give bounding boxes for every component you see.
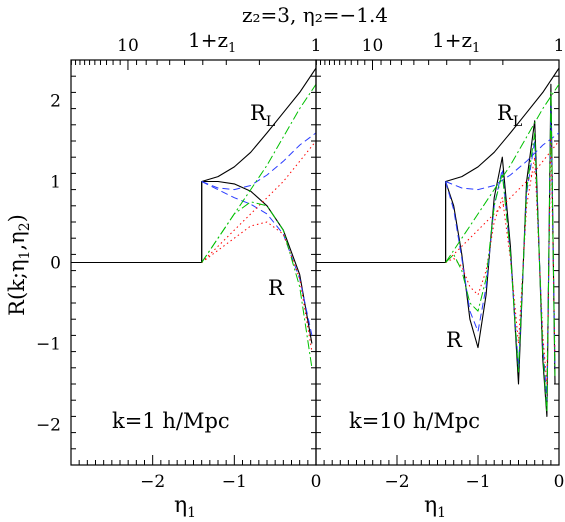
y-axis-label-mid: ,η bbox=[5, 231, 29, 250]
panel-annotation-right: k=10 h/Mpc bbox=[349, 409, 480, 433]
x-tick-label-right: −2 bbox=[384, 472, 409, 492]
series-solid-RL-right bbox=[316, 67, 559, 264]
curve-label-R-right: R bbox=[446, 328, 463, 352]
series-group-right bbox=[316, 67, 559, 417]
series-solid-RL-left bbox=[71, 67, 316, 264]
y-axis-label-sub2: 2 bbox=[17, 222, 33, 231]
x-axis-label-right-main: η bbox=[424, 493, 437, 518]
curve-label-RL-sub: L bbox=[513, 114, 522, 130]
series-solid-R-right bbox=[316, 83, 556, 417]
top-axis-label-right-main: 1+z bbox=[432, 28, 472, 52]
series-dotted-R-right bbox=[445, 132, 556, 385]
curve-label-RL-right: RL bbox=[497, 101, 522, 130]
top-tick-label-left: 10 bbox=[117, 36, 139, 56]
x-axis-label-right-sub: 1 bbox=[437, 505, 446, 521]
series-dashed-R-right bbox=[445, 104, 556, 401]
top-axis-label-left-sub: 1 bbox=[228, 41, 236, 56]
series-dashed-RL-left bbox=[201, 132, 316, 191]
x-tick-label-right: 0 bbox=[554, 472, 565, 492]
series-dashdot-R-right bbox=[445, 91, 556, 413]
top-tick-label-right: 10 bbox=[362, 36, 384, 56]
top-tick-label-right: 1 bbox=[554, 36, 565, 56]
x-tick-label-left: −2 bbox=[140, 472, 165, 492]
x-tick-label-left: 0 bbox=[311, 472, 322, 492]
y-tick-label: −1 bbox=[36, 335, 61, 355]
x-tick-label-right: −1 bbox=[465, 472, 490, 492]
y-tick-label: 1 bbox=[50, 173, 61, 193]
top-tick-label-left: 1 bbox=[311, 36, 322, 56]
curve-label-RL-main: R bbox=[250, 101, 267, 125]
top-axis-label-left: 1+z1 bbox=[188, 28, 236, 56]
curve-label-RL-left: RL bbox=[250, 101, 275, 130]
series-dotted-RL-right bbox=[445, 140, 559, 263]
curve-label-RL-sub: L bbox=[266, 114, 275, 130]
series-dotted-RL-left bbox=[201, 140, 316, 263]
x-axis-label-left-sub: 1 bbox=[187, 505, 196, 521]
top-axis-label-left-main: 1+z bbox=[188, 28, 228, 52]
y-axis-label: R(k;η1,η2) bbox=[5, 214, 33, 316]
x-tick-label-left: −1 bbox=[222, 472, 247, 492]
series-dashed-R-left bbox=[201, 181, 313, 336]
series-solid-R-left bbox=[71, 180, 313, 344]
series-dashed-RL-right bbox=[445, 132, 559, 191]
x-axis-label-left: η1 bbox=[174, 493, 196, 521]
curve-label-R-left: R bbox=[268, 276, 285, 300]
panel-annotation-left: k=1 h/Mpc bbox=[112, 409, 230, 433]
y-tick-label: −2 bbox=[36, 416, 61, 436]
y-axis-label-sub1: 1 bbox=[17, 251, 33, 260]
x-axis-label-right: η1 bbox=[424, 493, 446, 521]
series-dashdot-R-left bbox=[201, 201, 313, 368]
y-tick-label: 2 bbox=[50, 92, 61, 112]
curve-label-RL-main: R bbox=[497, 101, 514, 125]
series-dashdot-RL-right bbox=[445, 84, 559, 263]
series-dotted-R-left bbox=[201, 221, 313, 352]
x-axis-label-left-main: η bbox=[174, 493, 187, 518]
y-tick-label: 0 bbox=[50, 254, 61, 274]
svg-text:R(k;η1,η2): R(k;η1,η2) bbox=[5, 214, 33, 316]
top-axis-label-right-sub: 1 bbox=[472, 41, 480, 56]
y-axis-label-main: R(k;η bbox=[5, 259, 29, 315]
series-group-left bbox=[71, 67, 316, 368]
y-axis-label-end: ) bbox=[5, 214, 29, 222]
figure-title: z₂=3, η₂=−1.4 bbox=[242, 3, 388, 27]
top-axis-label-right: 1+z1 bbox=[432, 28, 480, 56]
